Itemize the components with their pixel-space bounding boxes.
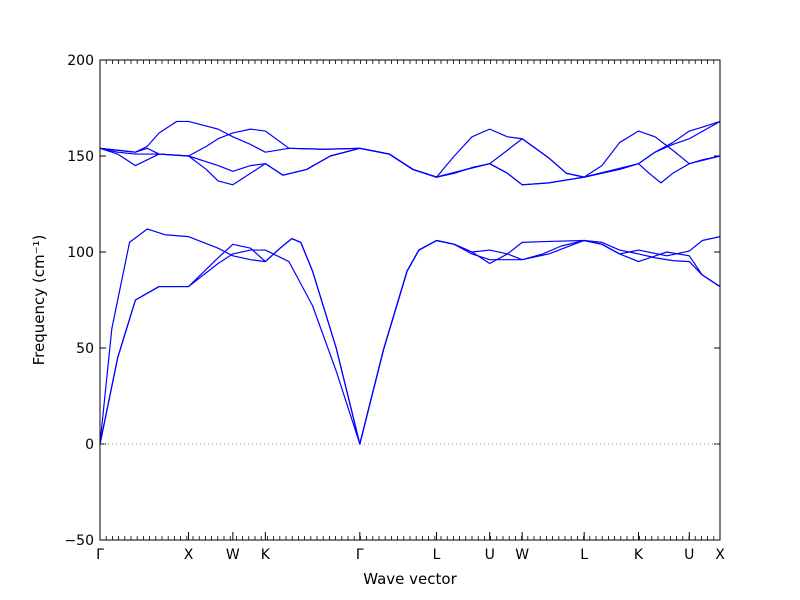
x-tick-label: X xyxy=(715,547,725,563)
x-tick-label: W xyxy=(226,547,240,563)
phonon-branch-7 xyxy=(99,120,721,178)
x-tick-label: X xyxy=(184,547,194,563)
y-tick-label: 50 xyxy=(76,341,94,357)
x-tick-label: K xyxy=(261,547,271,563)
y-tick-label: 150 xyxy=(67,149,94,165)
plot-frame xyxy=(99,59,721,541)
tick-label-layer: −50 0 50 100 150 200 Γ X W K Γ L U W L K U X xyxy=(64,53,725,563)
x-tick-label: Γ xyxy=(356,547,364,563)
y-tick-label: 100 xyxy=(67,245,94,261)
series-layer xyxy=(99,120,721,445)
x-tick-label: L xyxy=(433,547,441,563)
phonon-branch-1 xyxy=(99,239,721,445)
x-tick-label: K xyxy=(634,547,644,563)
x-tick-label: L xyxy=(580,547,588,563)
x-tick-label: Γ xyxy=(96,547,104,563)
y-tick-label: 0 xyxy=(85,437,94,453)
x-tick-label: U xyxy=(684,547,694,563)
y-tick-label: 200 xyxy=(67,53,94,69)
y-axis-label: Frequency (cm⁻¹) xyxy=(30,235,48,366)
x-tick-label: W xyxy=(515,547,529,563)
x-tick-label: U xyxy=(485,547,495,563)
tick-layer xyxy=(99,59,721,541)
phonon-branch-6 xyxy=(99,120,721,178)
y-tick-label: −50 xyxy=(64,533,94,549)
x-axis-label: Wave vector xyxy=(363,570,457,588)
phonon-branch-2 xyxy=(99,237,721,445)
phonon-branch-3 xyxy=(99,228,721,445)
